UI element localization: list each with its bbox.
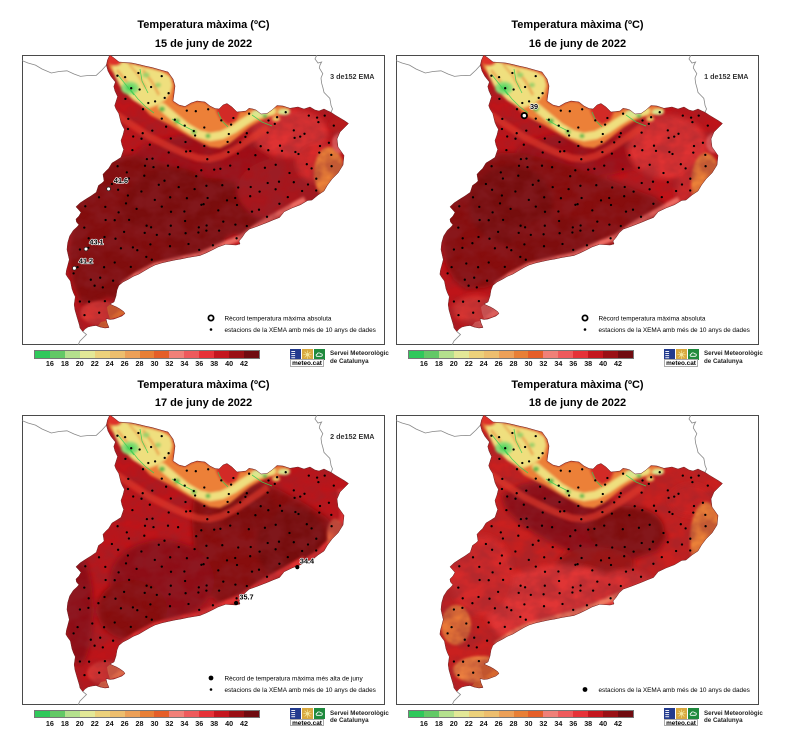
svg-text:34.4: 34.4 (300, 556, 315, 565)
svg-text:estacions de la XEMA amb més d: estacions de la XEMA amb més de 10 anys … (599, 686, 750, 693)
svg-text:estacions de la XEMA amb més d: estacions de la XEMA amb més de 10 anys … (225, 687, 376, 694)
svg-text:41.6: 41.6 (114, 176, 128, 185)
svg-text:39: 39 (530, 102, 538, 111)
svg-text:estacions de la XEMA amb més d: estacions de la XEMA amb més de 10 anys … (225, 327, 376, 334)
svg-text:Rècord temperatura màxima abso: Rècord temperatura màxima absoluta (225, 315, 332, 322)
svg-text:estacions de la XEMA amb més d: estacions de la XEMA amb més de 10 anys … (599, 327, 750, 334)
svg-text:Rècord temperatura màxima abso: Rècord temperatura màxima absoluta (599, 315, 706, 322)
svg-text:35.7: 35.7 (239, 592, 253, 601)
svg-text:Rècord de temperatura màxima m: Rècord de temperatura màxima més alta de… (225, 675, 364, 682)
svg-text:1 de152 EMA: 1 de152 EMA (704, 72, 748, 81)
svg-text:41.2: 41.2 (79, 257, 93, 266)
svg-text:2 de152 EMA: 2 de152 EMA (330, 432, 374, 441)
svg-text:3 de152 EMA: 3 de152 EMA (330, 72, 374, 81)
svg-text:43.1: 43.1 (89, 238, 103, 247)
